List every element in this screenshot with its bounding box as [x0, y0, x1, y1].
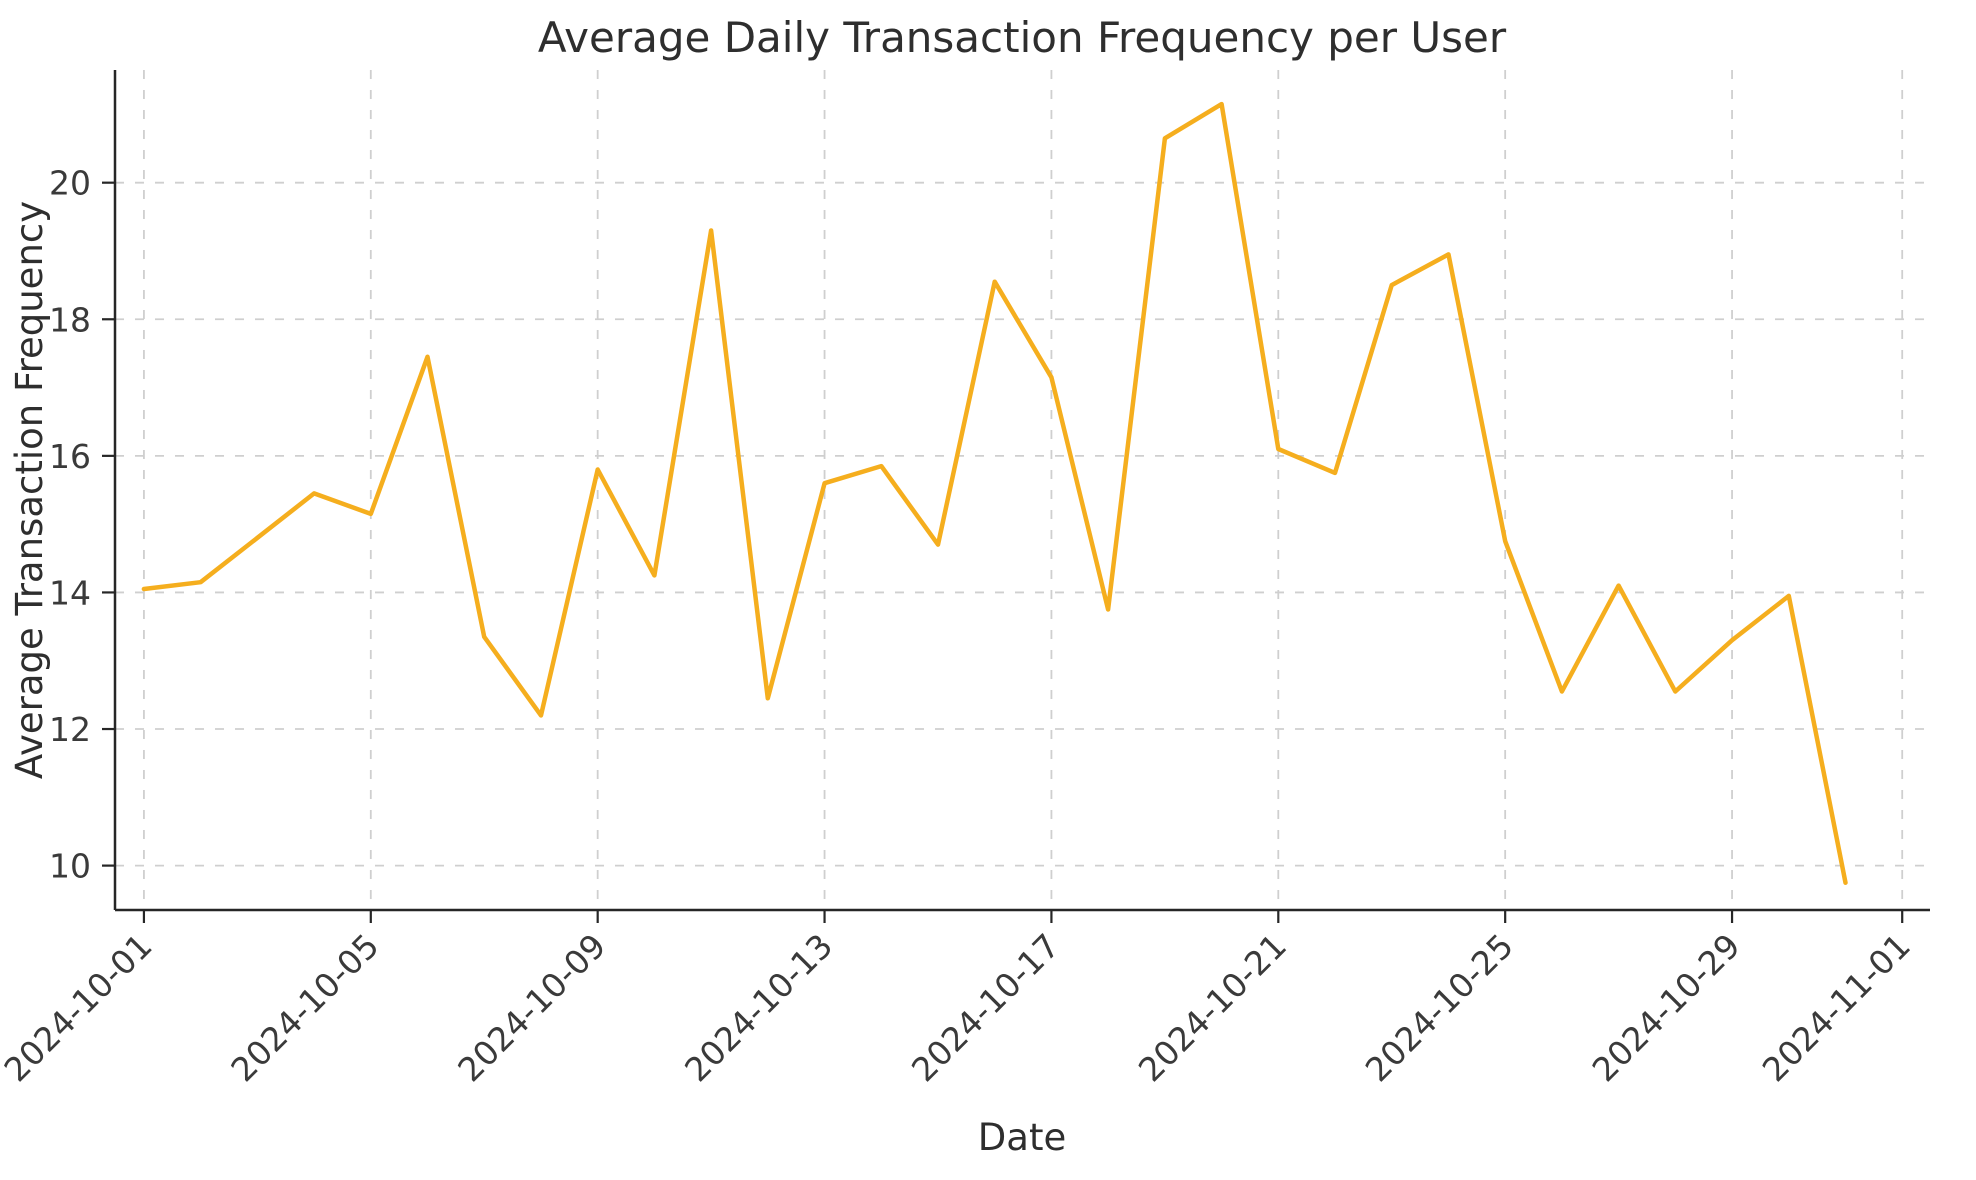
y-tick-label: 10 [49, 847, 91, 886]
series-line [141, 101, 1848, 885]
y-tick-label: 18 [49, 300, 91, 339]
chart-title: Average Daily Transaction Frequency per … [538, 13, 1507, 62]
y-tick-label: 16 [49, 437, 91, 476]
x-axis-label: Date [978, 1116, 1066, 1159]
y-tick-label: 12 [49, 710, 91, 749]
y-tick-label: 20 [49, 164, 91, 203]
y-axis-label: Average Transaction Frequency [8, 201, 51, 779]
y-tick-label: 14 [49, 573, 91, 612]
